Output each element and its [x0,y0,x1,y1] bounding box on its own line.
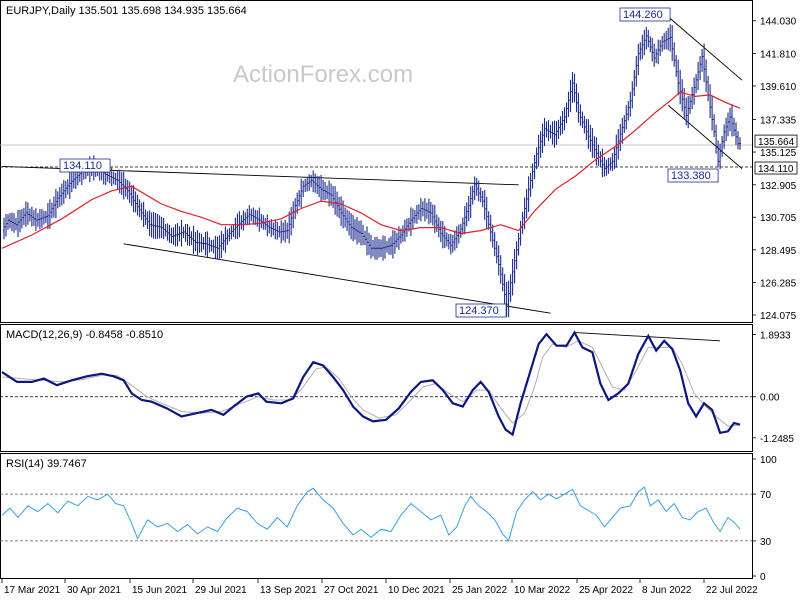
price-tag-135-664: 135.664 [758,137,795,148]
price-panel[interactable]: EURJPY,Daily 135.501 135.698 134.935 135… [0,0,798,323]
macd-panel[interactable]: MACD(12,26,9) -0.8458 -0.8510 1.8933 0.00… [0,324,794,452]
price-trendline-1 [123,243,551,314]
macd-y-axis: 1.8933 0.00 -1.2485 [752,330,794,445]
x-tick-label: 22 Jul 2022 [706,585,758,596]
moving-average-line [1,91,741,249]
x-axis: 17 Mar 2021 30 Apr 2021 15 Jun 2021 29 Jul … [1,579,758,596]
price-y-tick-label: 128.495 [760,246,797,257]
watermark: ActionForex.com [233,61,413,88]
price-y-tick-label: 132.905 [760,181,797,192]
x-tick-label: 15 Jun 2021 [132,585,187,596]
macd-y-tick-label: 0.00 [760,393,780,404]
macd-line [1,330,741,437]
x-tick-label: 27 Oct 2021 [324,585,379,596]
x-tick-label: 10 Dec 2021 [388,585,445,596]
price-y-tick-label: 139.610 [760,82,797,93]
price-trendline-2 [667,16,743,81]
x-tick-label: 30 Apr 2021 [67,585,121,596]
price-y-tick-label: 130.705 [760,213,797,224]
x-tick-label: 8 Jun 2022 [642,585,692,596]
macd-y-tick-label: -1.2485 [760,434,794,445]
price-y-axis: 144.030 141.810 139.610 137.335 135.125 132.9… [752,17,798,322]
macd-signal-line [1,340,741,427]
price-y-tick-label: 141.810 [760,49,797,60]
symbol-header: EURJPY,Daily 135.501 135.698 134.935 135… [6,5,247,17]
macd-y-tick-label: 1.8933 [760,330,791,341]
x-tick-label: 13 Sep 2021 [260,585,317,596]
x-tick-label: 29 Jul 2021 [195,585,247,596]
price-y-tick-label: 126.285 [760,278,797,289]
price-y-tick-label: 135.125 [760,148,797,159]
price-annotation-144-260: 144.260 [623,9,663,21]
macd-panel-border [0,324,753,452]
x-tick-label: 25 Apr 2022 [579,585,633,596]
price-tag-134-110: 134.110 [758,164,794,175]
price-annotation-box [59,158,111,173]
rsi-panel-border [0,453,753,579]
x-tick-label: 17 Mar 2021 [4,585,61,596]
rsi-y-tick-label: 30 [760,537,772,548]
price-tag-box [754,161,798,175]
price-trendline-3 [667,104,743,169]
rsi-y-axis: 100 70 30 0 [752,455,777,583]
rsi-y-tick-label: 100 [760,455,777,466]
rsi-y-tick-label: 70 [760,490,772,501]
x-tick-label: 10 Mar 2022 [514,585,571,596]
price-y-tick-label: 144.030 [760,17,797,28]
rsi-y-tick-label: 0 [760,572,766,583]
price-y-tick-label: 137.335 [760,115,797,126]
rsi-levels [0,493,752,542]
price-hlines [0,144,752,168]
price-tag-box [754,134,798,148]
macd-header: MACD(12,26,9) -0.8458 -0.8510 [6,329,163,341]
price-annotations: 134.110 144.260 133.380 124.370 [59,7,719,318]
price-annotation-box [667,168,719,183]
price-y-tick-label: 124.075 [760,311,797,322]
price-annotation-133-380: 133.380 [671,170,711,182]
price-annotation-134-110: 134.110 [63,160,102,172]
price-panel-border [0,0,753,323]
x-tick-label: 25 Jan 2022 [452,585,507,596]
price-annotation-124-370: 124.370 [459,305,499,317]
price-annotation-box [455,303,507,318]
rsi-line [1,486,741,542]
rsi-panel[interactable]: RSI(14) 39.7467 100 70 30 0 [0,453,777,584]
rsi-header: RSI(14) 39.7467 [6,458,87,470]
price-annotation-box [619,7,671,22]
